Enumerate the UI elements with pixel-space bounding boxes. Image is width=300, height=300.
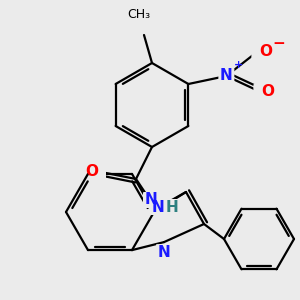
Text: N: N: [152, 200, 164, 214]
Text: O: O: [85, 164, 98, 178]
FancyBboxPatch shape: [156, 244, 172, 260]
FancyBboxPatch shape: [143, 192, 159, 208]
Text: N: N: [158, 244, 170, 260]
Text: O: O: [261, 85, 274, 100]
FancyBboxPatch shape: [90, 163, 106, 179]
FancyBboxPatch shape: [164, 199, 180, 215]
FancyBboxPatch shape: [150, 199, 166, 215]
FancyBboxPatch shape: [218, 68, 234, 84]
Text: H: H: [166, 200, 178, 214]
Text: O: O: [260, 44, 272, 59]
Text: CH₃: CH₃: [128, 8, 151, 21]
Text: N: N: [220, 68, 233, 83]
FancyBboxPatch shape: [251, 44, 267, 60]
FancyBboxPatch shape: [254, 84, 269, 100]
Text: +: +: [234, 60, 244, 70]
Text: −: −: [272, 37, 285, 52]
Text: N: N: [145, 193, 158, 208]
